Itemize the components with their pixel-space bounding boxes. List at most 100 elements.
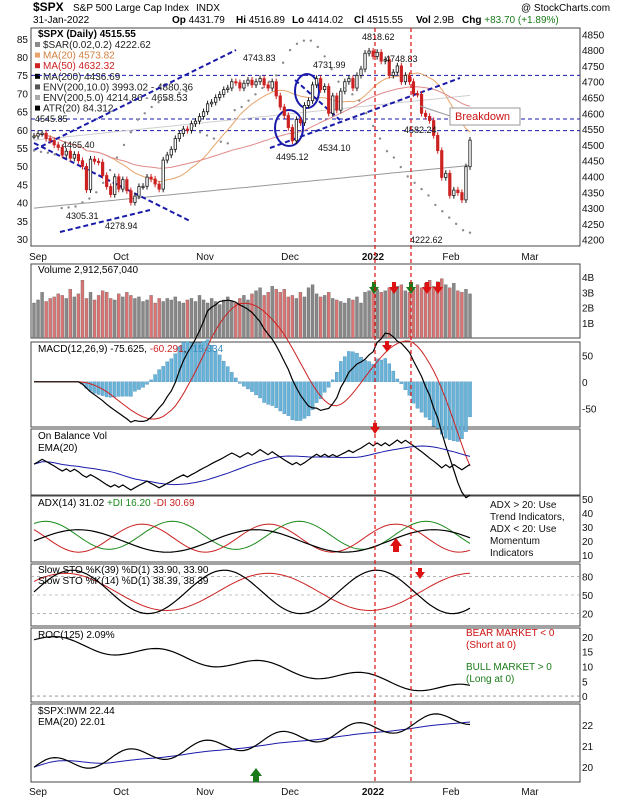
candle-body — [177, 133, 181, 139]
macd-hist-bar — [112, 381, 117, 398]
volume-bar — [452, 283, 456, 339]
sar-dot — [157, 101, 160, 104]
atr-left-tick: 30 — [17, 235, 29, 246]
quote-high: Hi 4516.89 — [236, 15, 285, 26]
macd-hist-bar — [375, 358, 379, 382]
obv-panel — [33, 439, 471, 491]
roc-bull-note: BULL MARKET > 0 — [466, 662, 552, 673]
ratio-right-tick: 21 — [582, 742, 594, 753]
price-overlays — [33, 49, 471, 233]
sar-dot — [32, 149, 36, 152]
macd-hist-bar — [108, 381, 113, 398]
price-annotation: 4222.62 — [410, 235, 443, 245]
candle-body — [189, 123, 194, 131]
candle-body — [379, 51, 383, 62]
sar-dot — [371, 124, 375, 128]
macd-hist-bar — [359, 356, 363, 382]
candle-body — [319, 78, 323, 91]
volume-bar — [125, 292, 129, 339]
candle-body — [181, 128, 185, 134]
candle-body — [415, 93, 420, 96]
quote-low-key: Lo — [292, 15, 304, 26]
macd-hist-bar — [444, 381, 448, 439]
quote-volume: Vol 2.9B — [416, 15, 455, 26]
candle-body — [339, 90, 343, 111]
candle-body — [383, 59, 387, 62]
candle-body — [40, 132, 44, 135]
volume-bar — [387, 287, 391, 339]
macd-hist-bar — [145, 381, 149, 385]
candle-body — [173, 138, 177, 150]
macd-hist-bar — [310, 381, 315, 410]
x-axis-label-top: Dec — [281, 252, 299, 263]
macd-hist-bar — [298, 381, 303, 421]
macd-hist-bar — [177, 346, 182, 382]
macd-hist-bar — [322, 381, 327, 393]
candle-body — [355, 74, 359, 89]
sar-dot — [461, 229, 465, 232]
volume-bar — [44, 301, 48, 339]
volume-bar — [109, 298, 113, 339]
price-right-tick: 4450 — [582, 157, 605, 168]
volume-bar — [226, 296, 230, 339]
sar-dot — [275, 74, 278, 77]
volume-bar — [327, 292, 331, 339]
volume-bar — [298, 292, 303, 339]
candle-body — [436, 135, 440, 151]
candle-body — [331, 95, 335, 114]
candle-body — [266, 84, 270, 89]
macd-hist-bar — [230, 372, 234, 382]
ratio-right-tick: 20 — [582, 763, 594, 774]
top-ellipse — [294, 73, 320, 109]
macd-hist-bar — [266, 381, 270, 405]
volume-bar — [246, 299, 250, 339]
candle-body — [56, 144, 60, 148]
sar-dot — [302, 39, 306, 42]
price-right-tick: 4750 — [582, 62, 605, 73]
sar-dot — [281, 61, 285, 64]
price-legend-swatch — [35, 63, 40, 69]
quote-close-key: Cl — [354, 15, 364, 26]
macd-legend-sep2: , — [184, 344, 190, 355]
roc-line — [33, 635, 471, 692]
ratio-ema-legend: EMA(20) 22.01 — [38, 717, 106, 728]
volume-bar — [351, 299, 355, 339]
roc-panel: 0 5 10 15 20 — [31, 633, 594, 703]
price-legend-text: MA(20) 4573.82 — [43, 51, 115, 62]
ratio-panel-title: $SPX:IWM 22.44 — [38, 706, 115, 717]
volume-right-tick: 4B — [582, 273, 595, 284]
price-legend-text: ENV(200,5.0) 4214.86 - 4658.53 — [43, 93, 188, 104]
macd-hist-bar — [209, 345, 214, 382]
volume-bar — [254, 290, 258, 339]
adx-right-tick: 50 — [582, 495, 594, 506]
macd-hist-bar — [238, 381, 242, 384]
volume-bar — [48, 298, 52, 339]
macd-hist-bar — [468, 381, 472, 418]
axis-ticks: 4200425043004350440044504500455046004650… — [17, 30, 605, 246]
trend-channel-line — [33, 49, 237, 151]
macd-hist-bar — [270, 381, 274, 406]
price-annotation: 4818.62 — [362, 32, 395, 42]
macd-hist-bar — [355, 352, 359, 382]
x-axis-label-top: Sep — [29, 252, 47, 263]
volume-bar — [323, 295, 327, 339]
candle-body — [76, 153, 81, 162]
sar-dot — [261, 86, 264, 90]
price-right-tick: 4250 — [582, 220, 605, 231]
macd-hist-bar — [399, 381, 404, 384]
ratio-right-tick: 22 — [582, 721, 594, 732]
candle-body — [52, 140, 56, 146]
price-legend-swatch — [35, 95, 40, 100]
macd-panel-frame — [30, 341, 581, 428]
price-legend-swatch — [35, 73, 40, 79]
volume-bar — [278, 292, 282, 339]
sar-dot — [323, 55, 326, 58]
atr-left-tick: 70 — [17, 89, 29, 100]
sar-dot — [95, 191, 98, 194]
volume-bar — [258, 287, 262, 339]
ma200-line — [33, 164, 471, 209]
macd-legend-hist: -15.334 — [189, 344, 223, 355]
sar-dot — [454, 222, 458, 226]
volume-bar — [121, 296, 125, 339]
sar-dot — [337, 80, 340, 83]
